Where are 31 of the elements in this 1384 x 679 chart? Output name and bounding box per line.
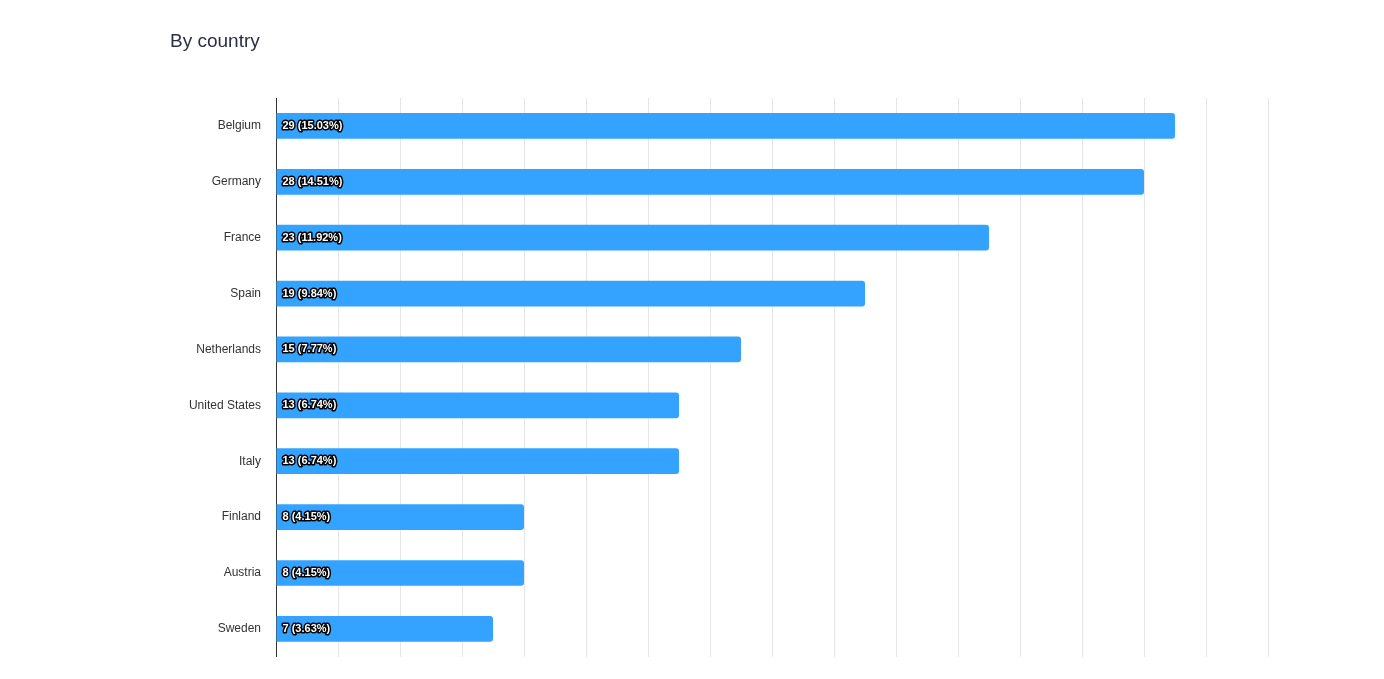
y-tick-label: France <box>223 230 262 245</box>
data-label: 13 (6.74%) <box>282 398 337 411</box>
y-tick-label: United States <box>188 397 261 412</box>
data-label: 23 (11.92%) <box>282 230 343 243</box>
data-label: 8 (4.15%) <box>282 566 331 579</box>
chart-title: By country <box>170 30 260 52</box>
bar <box>276 113 1175 139</box>
data-label: 29 (15.03%) <box>282 118 343 131</box>
data-label: 13 (6.74%) <box>282 454 337 467</box>
bar <box>276 168 1144 195</box>
y-tick-label: Netherlands <box>196 341 261 356</box>
bar <box>276 616 493 642</box>
bar <box>276 336 741 363</box>
data-label: 28 (14.51%) <box>282 174 343 187</box>
y-tick-label: Italy <box>238 453 261 468</box>
bar <box>276 280 865 307</box>
bar <box>276 392 679 419</box>
y-tick-label: Austria <box>223 565 262 580</box>
bar <box>276 224 989 251</box>
y-tick-label: Sweden <box>217 621 261 636</box>
data-label: 19 (9.84%) <box>282 286 337 299</box>
bar <box>276 560 524 586</box>
bar <box>276 448 679 475</box>
data-label: 7 (3.63%) <box>282 621 331 634</box>
y-tick-label: Germany <box>211 174 261 189</box>
data-label: 8 (4.15%) <box>282 510 331 523</box>
y-tick-label: Spain <box>230 285 261 300</box>
bar <box>276 504 524 530</box>
y-tick-label: Belgium <box>217 118 261 133</box>
y-tick-label: Finland <box>221 509 261 524</box>
data-label: 15 (7.77%) <box>282 342 337 355</box>
